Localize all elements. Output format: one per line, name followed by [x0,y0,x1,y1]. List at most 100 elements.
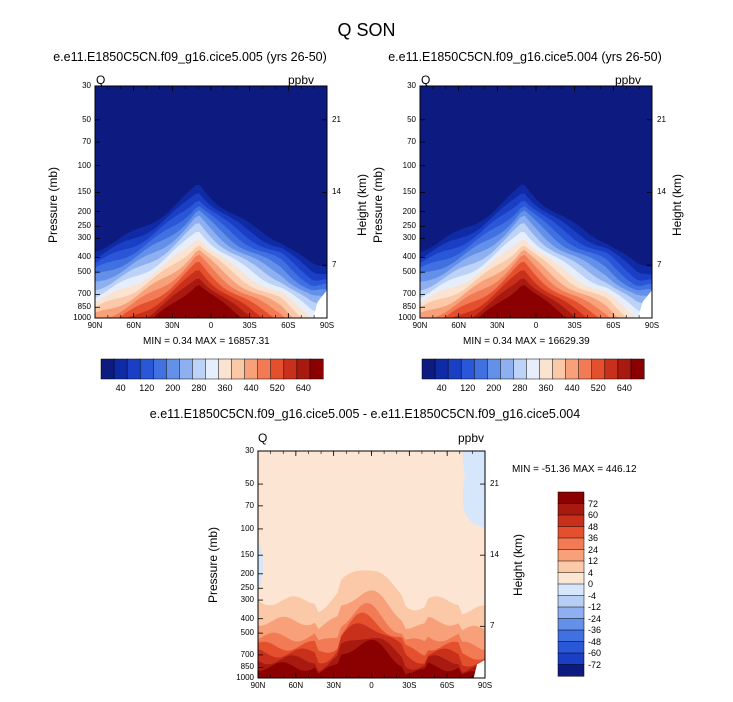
colorbar-label: -4 [588,590,597,601]
y-tick-label: 150 [77,187,91,197]
colorbar-swatch [557,641,585,654]
panel3-units: ppbv [458,431,485,445]
panel2-ylabel: Pressure (mb) [371,167,385,244]
colorbar-label: 360 [538,383,554,393]
y-tick-label: 700 [240,649,254,659]
colorbar-swatch [557,583,585,597]
colorbar-label: -60 [588,648,602,658]
colorbar-label: 280 [191,383,207,393]
colorbar-swatch [447,358,462,380]
y-tick-label: 100 [402,160,416,170]
x-tick-label: 60N [126,321,141,330]
y-tick-label: 100 [77,160,91,170]
y-tick-label: 150 [402,187,416,197]
x-tick-label: 30N [326,681,341,690]
x-tick-label: 60S [281,321,296,330]
colorbar-swatch [526,358,541,380]
missing-data-region [638,290,652,318]
y-tick-label: 50 [82,114,91,124]
y-tick-label: 250 [240,583,254,593]
colorbar-swatch [557,618,585,631]
panel1-stats: MIN = 0.34 MAX = 16857.31 [143,336,270,347]
y-tick-label: 1000 [398,313,416,322]
right-tick-label: 7 [657,260,662,270]
colorbar-label: 640 [616,383,632,393]
x-tick-label: 90S [319,321,335,330]
x-tick-label: 0 [208,321,214,330]
colorbar-label: -48 [588,636,602,647]
colorbar-swatch [113,358,128,380]
page-title: Q SON [337,20,396,40]
x-tick-label: 30S [567,321,582,330]
colorbar-swatch [218,358,233,380]
right-tick-label: 7 [490,621,495,631]
colorbar-swatch [557,560,585,574]
colorbar-label: 360 [217,383,233,393]
colorbar-swatch [205,358,220,380]
colorbar-swatch [565,358,580,380]
colorbar-label: 200 [165,383,181,393]
y-tick-label: 70 [245,500,254,510]
colorbar-swatch [604,358,619,380]
y-tick-label: 1000 [73,313,91,322]
colorbar-label: 72 [588,498,599,509]
x-tick-label: 90N [87,321,103,330]
colorbar-label: 60 [588,510,599,520]
colorbar-swatch [179,358,193,380]
y-tick-label: 30 [245,446,254,455]
right-tick-label: 14 [657,187,666,197]
colorbar-swatch [473,358,488,380]
x-tick-label: 60S [606,321,621,330]
panel3-stats: MIN = -51.36 MAX = 446.12 [512,464,637,475]
colorbar-label: -36 [588,625,602,635]
colorbar-swatch [557,606,585,620]
panel3-title: e.e11.E1850C5CN.f09_g16.cice5.005 - e.e1… [149,407,581,421]
panel1-colorbar [100,358,324,380]
colorbar-swatch [557,537,585,551]
colorbar-label: 48 [588,521,599,532]
colorbar-swatch [552,358,567,380]
panel3-ylabel-right: Height (km) [511,534,525,597]
colorbar-label: 200 [486,383,502,393]
colorbar-swatch [557,503,585,516]
colorbar-swatch [557,595,585,608]
colorbar-label: 520 [269,383,285,393]
colorbar-label: 12 [588,556,599,566]
colorbar-label: 36 [588,533,599,543]
colorbar-swatch [557,652,585,666]
x-tick-label: 30N [164,321,180,330]
y-tick-label: 70 [82,137,91,147]
colorbar-swatch [244,358,259,380]
panel3-ylabel: Pressure (mb) [206,527,220,604]
y-tick-label: 300 [402,233,416,243]
colorbar-swatch [557,664,585,677]
y-tick-label: 50 [407,114,416,124]
panel2-colorbar [421,358,645,380]
panel1-title: e.e11.E1850C5CN.f09_g16.cice5.005 (yrs 2… [53,50,327,64]
colorbar-swatch [578,358,593,380]
colorbar-label: 640 [295,383,311,393]
colorbar-swatch [126,358,141,380]
y-tick-label: 850 [402,302,416,312]
x-tick-label: 90N [412,321,428,330]
colorbar-swatch [296,358,311,380]
colorbar-swatch [557,526,585,539]
x-tick-label: 90S [644,321,660,330]
panel1-plot [94,85,328,319]
colorbar-swatch [192,358,207,380]
y-tick-label: 250 [77,221,91,231]
y-tick-label: 500 [240,628,254,638]
y-tick-label: 200 [402,206,416,216]
colorbar-swatch [500,358,514,380]
panel1-ylabel-right: Height (km) [355,174,369,237]
panel2-title: e.e11.E1850C5CN.f09_g16.cice5.004 (yrs 2… [388,50,662,64]
colorbar-swatch [513,358,528,380]
colorbar-label: -12 [588,602,602,612]
panel3-plot [257,450,486,679]
x-tick-label: 30S [402,681,417,690]
y-tick-label: 50 [245,479,254,489]
x-tick-label: 0 [533,321,539,330]
x-tick-label: 30N [489,321,505,330]
colorbar-swatch [309,358,324,380]
y-tick-label: 700 [77,289,91,299]
